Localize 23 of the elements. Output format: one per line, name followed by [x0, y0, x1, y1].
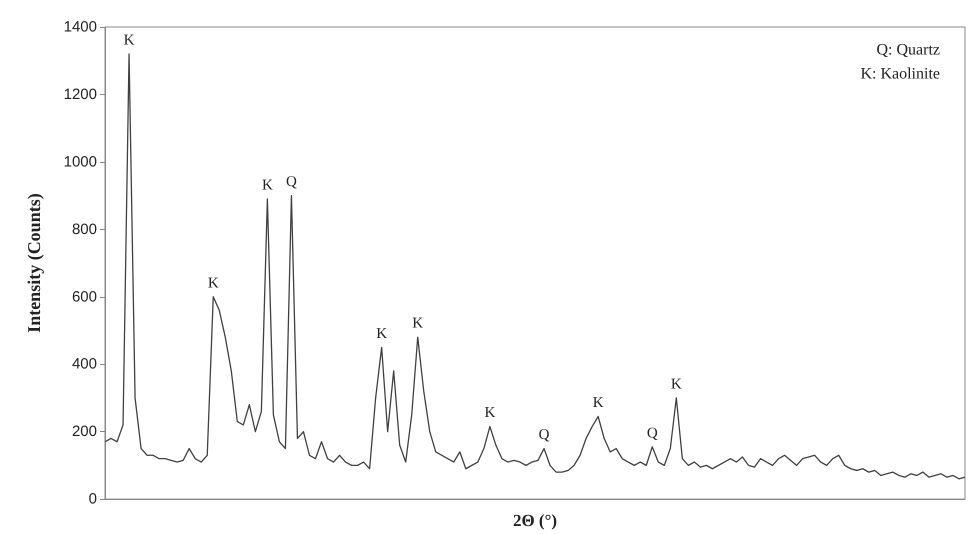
x-axis-title: 2Θ (°): [512, 511, 558, 530]
data-label: K: [670, 376, 682, 392]
annotation: Q: Quartz: [876, 42, 940, 58]
annotation: K: Kaolinite: [860, 66, 940, 82]
y-tick-label: 200: [72, 423, 97, 440]
data-label: K: [124, 32, 135, 48]
data-label: K: [208, 275, 219, 292]
data-label: K: [262, 177, 273, 194]
data-label: Q: [646, 425, 658, 442]
y-tick-label: 800: [72, 220, 97, 238]
y-tick-label: 400: [72, 356, 97, 373]
y-tick-label: 0: [88, 490, 97, 508]
data-label: K: [376, 326, 388, 342]
y-tick-label: 600: [72, 288, 97, 306]
data-label: Q: [538, 427, 550, 444]
y-tick-label: 1000: [64, 153, 97, 170]
y-axis-title: Intensity (Counts): [24, 193, 44, 333]
data-label: K: [484, 405, 496, 422]
data-label: K: [592, 394, 604, 411]
data-label: Q: [286, 174, 298, 190]
y-tick-label: 1400: [64, 18, 97, 36]
y-tick-label: 1200: [64, 86, 97, 103]
data-label: K: [412, 316, 424, 332]
